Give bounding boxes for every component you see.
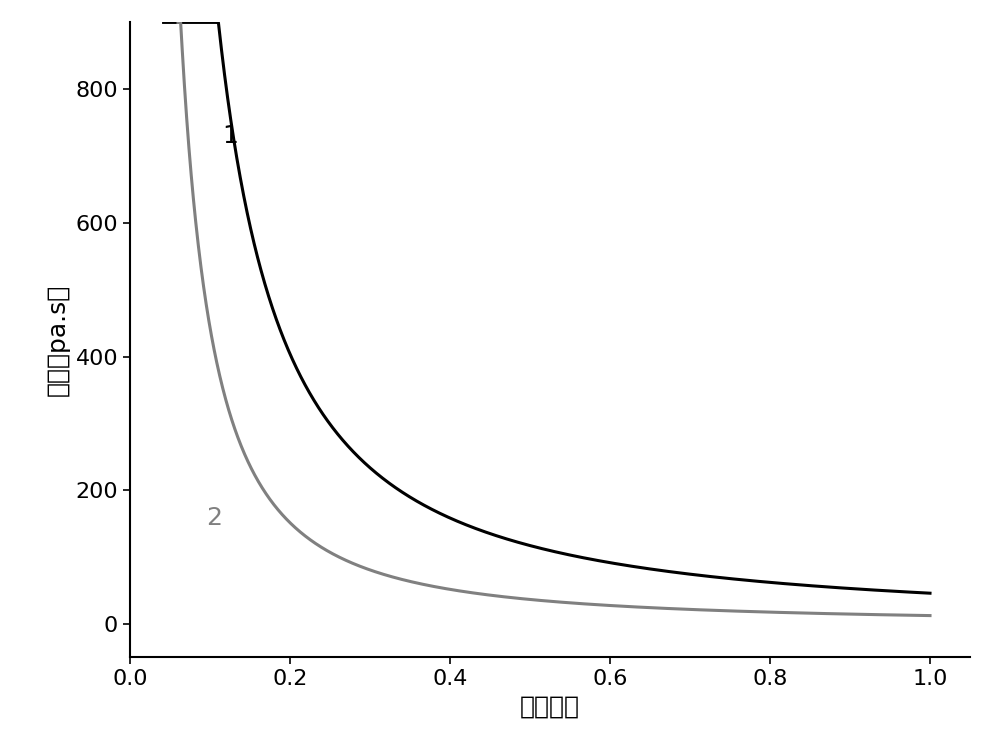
Text: 2: 2 [206, 506, 222, 530]
X-axis label: 剪切速率: 剪切速率 [520, 695, 580, 719]
Text: 1: 1 [222, 124, 238, 148]
Y-axis label: 粘度（pa.s）: 粘度（pa.s） [46, 284, 70, 396]
